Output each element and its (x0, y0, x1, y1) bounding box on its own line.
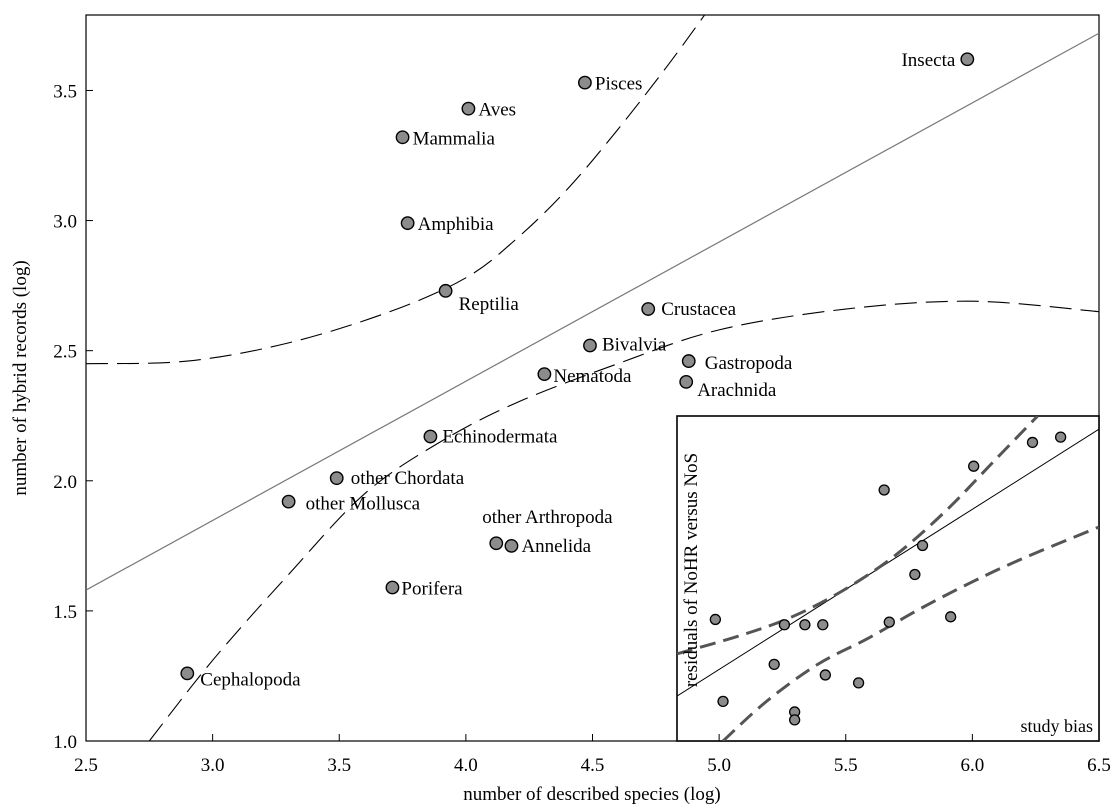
data-point (400, 216, 415, 231)
data-point (537, 367, 552, 381)
point-label: other Mollusca (306, 494, 421, 515)
inset-data-point (1054, 431, 1067, 443)
inset-frame (676, 415, 1100, 742)
x-tick-label: 6.0 (961, 755, 985, 776)
main-plot: Insecta Pisces Aves Mammalia Amphibia Reptili… (86, 15, 1099, 741)
inset-data-point (717, 695, 729, 708)
inset-title: study bias (1020, 716, 1093, 736)
point-label: Cephalopoda (200, 669, 301, 690)
point-label: other Chordata (351, 468, 465, 489)
data-point (180, 666, 195, 681)
x-tick-label: 2.5 (74, 755, 98, 776)
x-tick-label: 4.5 (581, 755, 605, 776)
data-point (679, 375, 694, 389)
data-point (281, 494, 296, 509)
inset-ci-lower-curve (722, 525, 1099, 741)
y-tick-label: 2.5 (53, 342, 77, 363)
inset-data-point (788, 714, 801, 726)
y-axis-label: number of hybrid records (log) (10, 260, 31, 495)
x-tick-label: 3.5 (327, 755, 351, 776)
data-point (578, 75, 592, 90)
data-point (423, 429, 438, 444)
inset-data-point (909, 568, 921, 581)
data-point (681, 354, 696, 368)
x-tick-label: 5.0 (707, 755, 731, 776)
point-label: other Arthropoda (482, 507, 613, 528)
y-tick-label: 3.0 (53, 212, 77, 233)
point-label: Insecta (901, 50, 955, 71)
point-label: Crustacea (661, 299, 736, 320)
point-label: Arachnida (697, 380, 777, 401)
inset-data-point (945, 611, 957, 623)
x-tick-label: 4.0 (454, 755, 478, 776)
y-tick-label: 1.5 (53, 602, 77, 623)
point-label: Echinodermata (442, 427, 558, 448)
data-point (489, 536, 504, 551)
inset-data-point (799, 619, 811, 631)
point-label: Aves (478, 100, 516, 121)
point-label: Bivalvia (602, 334, 667, 355)
inset-plot (676, 415, 1100, 742)
data-point (395, 130, 410, 145)
inset-data-point (916, 539, 929, 552)
ci-upper-curve (86, 15, 706, 365)
regression-line (86, 32, 1099, 591)
inset-data-point (768, 658, 780, 671)
inset-data-point (778, 619, 791, 631)
inset-y-axis-label: residuals of NoHR versus NoS (681, 453, 702, 687)
inset-data-point (968, 460, 980, 472)
inset-data-point (817, 619, 829, 631)
y-tick-label: 1.0 (53, 732, 77, 753)
data-point (641, 302, 656, 316)
point-label: Mammalia (413, 128, 496, 149)
inset-data-point (883, 616, 895, 628)
point-label: Annelida (521, 536, 591, 557)
x-tick-label: 6.5 (1087, 755, 1111, 776)
point-label: Reptilia (459, 294, 520, 315)
data-point (438, 283, 453, 298)
point-label: Pisces (595, 74, 643, 95)
data-point (583, 338, 597, 353)
data-point (461, 101, 476, 116)
point-label: Nematoda (553, 366, 632, 387)
data-point (385, 580, 400, 595)
data-point (960, 52, 975, 67)
ci-lower-curve (148, 300, 1099, 741)
axes: 2.5 3.0 3.5 4.0 4.5 5.0 5.5 6.0 6.5 1.0 1.5 2.0 2.5 3… (53, 81, 1111, 776)
point-label: Gastropoda (705, 353, 793, 374)
x-axis-label: number of described species (log) (463, 784, 720, 805)
x-tick-label: 5.5 (834, 755, 858, 776)
y-tick-label: 2.0 (53, 472, 77, 493)
x-tick-label: 3.0 (201, 755, 225, 776)
inset-data-point (819, 669, 831, 681)
inset-data-point (1026, 436, 1039, 449)
y-tick-label: 3.5 (53, 81, 77, 102)
inset-ci-upper-curve (677, 416, 1039, 656)
data-point (329, 471, 344, 486)
inset-data-point (709, 613, 722, 626)
data-point (504, 538, 519, 553)
inset-data-point (878, 484, 890, 496)
inset-data-point (852, 677, 865, 689)
point-label: Porifera (401, 578, 463, 599)
point-label: Amphibia (418, 214, 495, 235)
